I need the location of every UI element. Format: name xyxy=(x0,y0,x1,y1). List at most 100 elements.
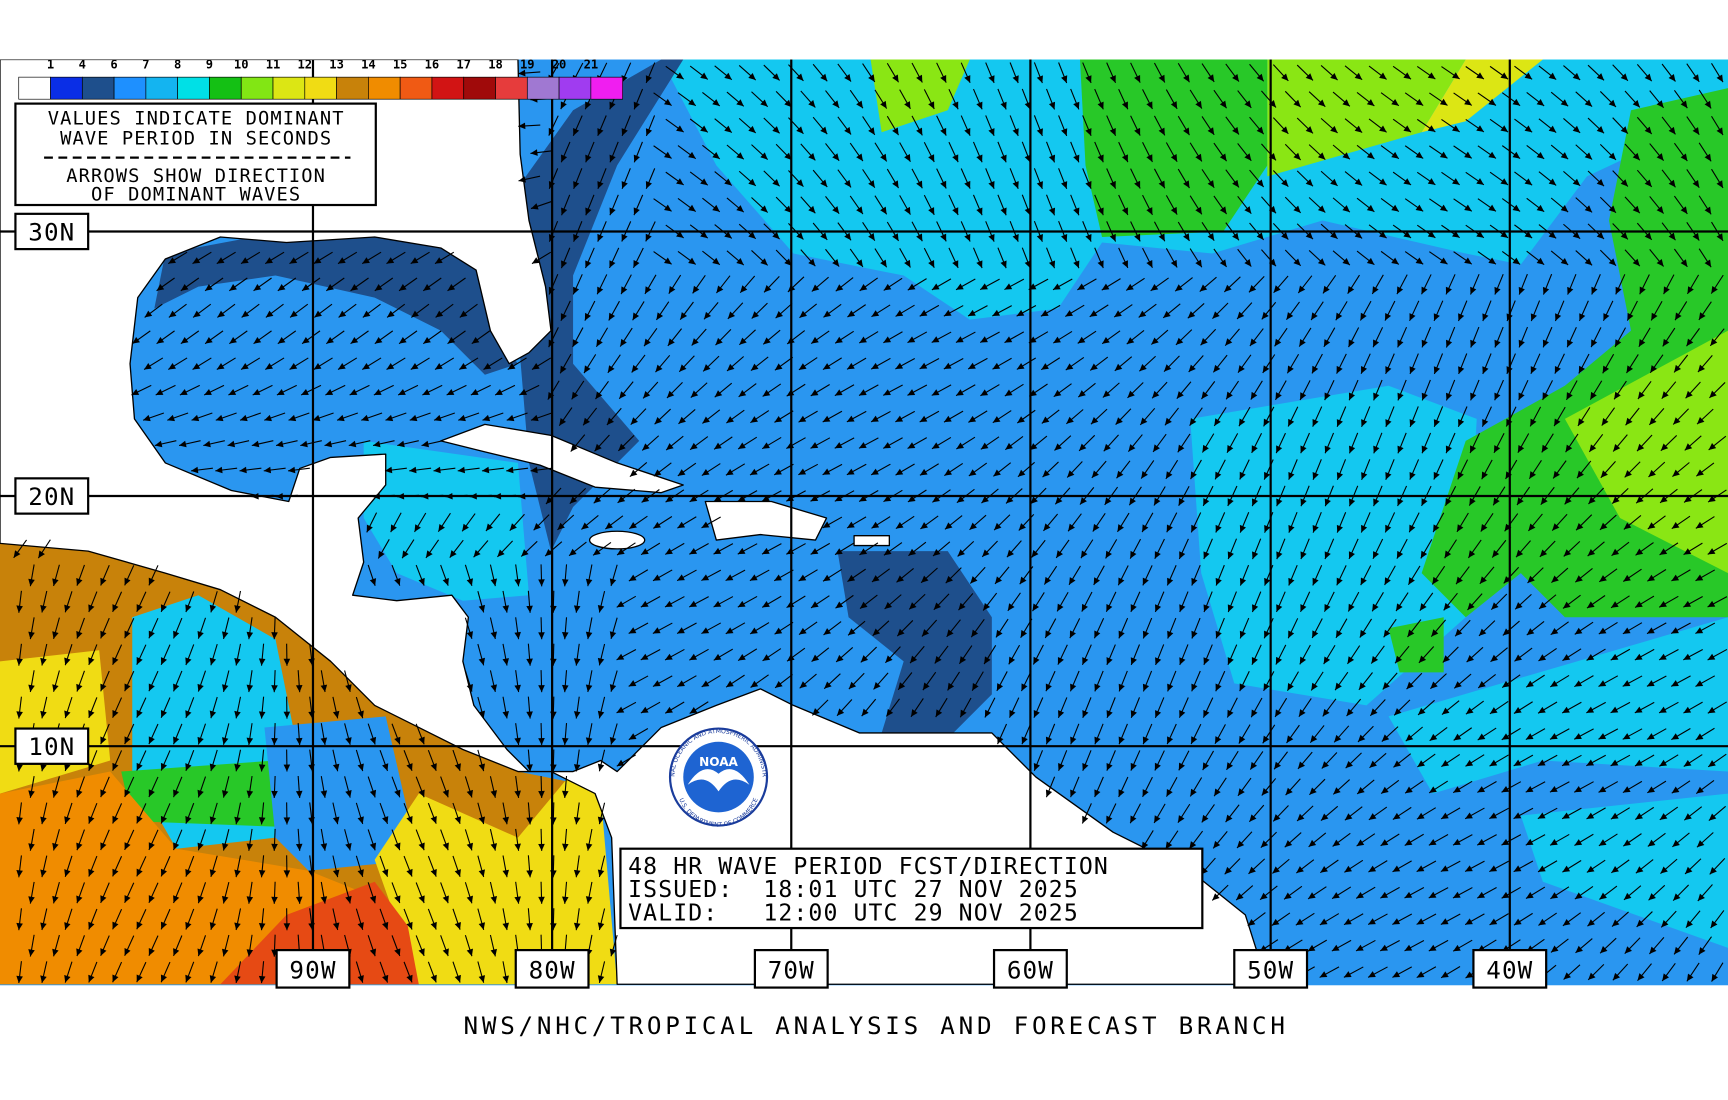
arrow-head xyxy=(185,816,192,824)
lon-label-box xyxy=(275,948,351,989)
arrow-head xyxy=(1692,74,1700,82)
arrow-head xyxy=(1610,759,1619,766)
arrow-head xyxy=(1134,180,1141,189)
arrow-head xyxy=(1516,549,1524,558)
arrow-head xyxy=(976,260,983,269)
arrow-head xyxy=(1494,392,1501,401)
arrow-head xyxy=(1293,152,1301,160)
arrow-head xyxy=(1263,418,1270,427)
arrow-head xyxy=(1614,391,1621,400)
arrow-head xyxy=(715,337,723,346)
arrow-head xyxy=(1622,680,1631,687)
arrow-head xyxy=(1312,577,1319,586)
arrow-head xyxy=(822,521,831,528)
arrow-head xyxy=(1330,231,1338,239)
arrow-head xyxy=(76,630,83,639)
arrow-head xyxy=(609,260,616,268)
arrow-head xyxy=(871,521,880,529)
arrow-head xyxy=(168,310,177,318)
arrow-head xyxy=(442,842,449,851)
arrow-head xyxy=(1373,339,1380,348)
arrow-head xyxy=(677,521,686,529)
arrow-head xyxy=(1416,971,1425,978)
arrow-head xyxy=(519,388,528,396)
arrow-head xyxy=(1613,444,1621,452)
arrow-head xyxy=(1575,575,1583,583)
arrow-head xyxy=(1415,98,1424,106)
info-box-frame xyxy=(619,847,1204,930)
arrow-head xyxy=(1598,839,1607,846)
arrow-head xyxy=(1336,472,1344,480)
arrow-head xyxy=(1322,708,1330,717)
arrow-head xyxy=(884,601,893,609)
arrow-head xyxy=(655,364,663,373)
arrow-head xyxy=(1542,339,1549,348)
arrow-head xyxy=(1379,125,1387,133)
arrow-head xyxy=(892,74,899,83)
arrow-head xyxy=(1672,839,1680,847)
arrow-head xyxy=(1195,206,1202,215)
arrow-head xyxy=(562,632,569,640)
arrow-head xyxy=(811,654,820,662)
arrow-head xyxy=(1312,524,1319,533)
arrow-head xyxy=(449,550,457,558)
arrow-head xyxy=(1170,154,1178,162)
arrow-head xyxy=(1066,416,1074,424)
arrow-head xyxy=(1439,257,1448,265)
arrow-head xyxy=(1121,260,1128,268)
arrow-head xyxy=(748,125,756,133)
arrow-head xyxy=(798,468,807,475)
arrow-head xyxy=(714,390,723,398)
arrow-head xyxy=(185,974,192,983)
arrow-head xyxy=(1032,603,1040,612)
arrow-head xyxy=(868,180,875,188)
arrow-head xyxy=(1647,522,1656,530)
arrow-head xyxy=(173,842,180,851)
arrow-head xyxy=(919,362,928,369)
arrow-head xyxy=(332,816,340,825)
region-8s xyxy=(1388,617,1728,794)
arrow-head xyxy=(738,389,747,397)
arrow-head xyxy=(1207,127,1215,135)
arrow-head xyxy=(633,260,640,268)
arrow-head xyxy=(1622,627,1631,634)
arrow-head xyxy=(1324,498,1331,507)
arrow-head xyxy=(724,125,732,133)
arrow-head xyxy=(1385,312,1392,321)
arrow-head xyxy=(1007,603,1015,611)
legend-label: 9 xyxy=(206,57,213,71)
arrow-head xyxy=(1488,151,1496,159)
arrow-head xyxy=(1102,390,1111,398)
arrow-head xyxy=(1012,234,1019,242)
arrow-head xyxy=(762,442,770,449)
arrow-head xyxy=(1140,417,1148,425)
arrow-head xyxy=(1452,231,1460,238)
arrow-head xyxy=(338,310,347,318)
arrow-head xyxy=(100,789,107,798)
arrow-head xyxy=(1154,762,1161,771)
arrow-head xyxy=(1006,549,1014,558)
arrow-head xyxy=(216,257,225,264)
arrow-head xyxy=(246,843,254,851)
arrow-head xyxy=(495,388,503,396)
arrow-head xyxy=(1021,683,1028,692)
arrow-head xyxy=(1358,682,1366,690)
arrow-head xyxy=(490,843,498,851)
arrow-head xyxy=(1433,313,1440,321)
arrow-head xyxy=(665,653,673,660)
arrow-head xyxy=(1453,733,1462,741)
arrow-head xyxy=(538,843,545,851)
arrow-head xyxy=(1332,839,1341,847)
arrow-head xyxy=(1525,733,1534,740)
arrow-head xyxy=(1456,576,1463,585)
arrow-head xyxy=(1036,181,1043,189)
arrow-head xyxy=(402,550,409,559)
arrow-head xyxy=(373,388,382,396)
arrow-head xyxy=(736,152,744,160)
arrow-head xyxy=(1635,812,1643,820)
arrow-head xyxy=(774,363,783,371)
arrow-head xyxy=(1232,232,1239,241)
arrow-head xyxy=(701,680,710,687)
arrow-head xyxy=(1324,551,1331,560)
arrow-head xyxy=(112,921,119,930)
